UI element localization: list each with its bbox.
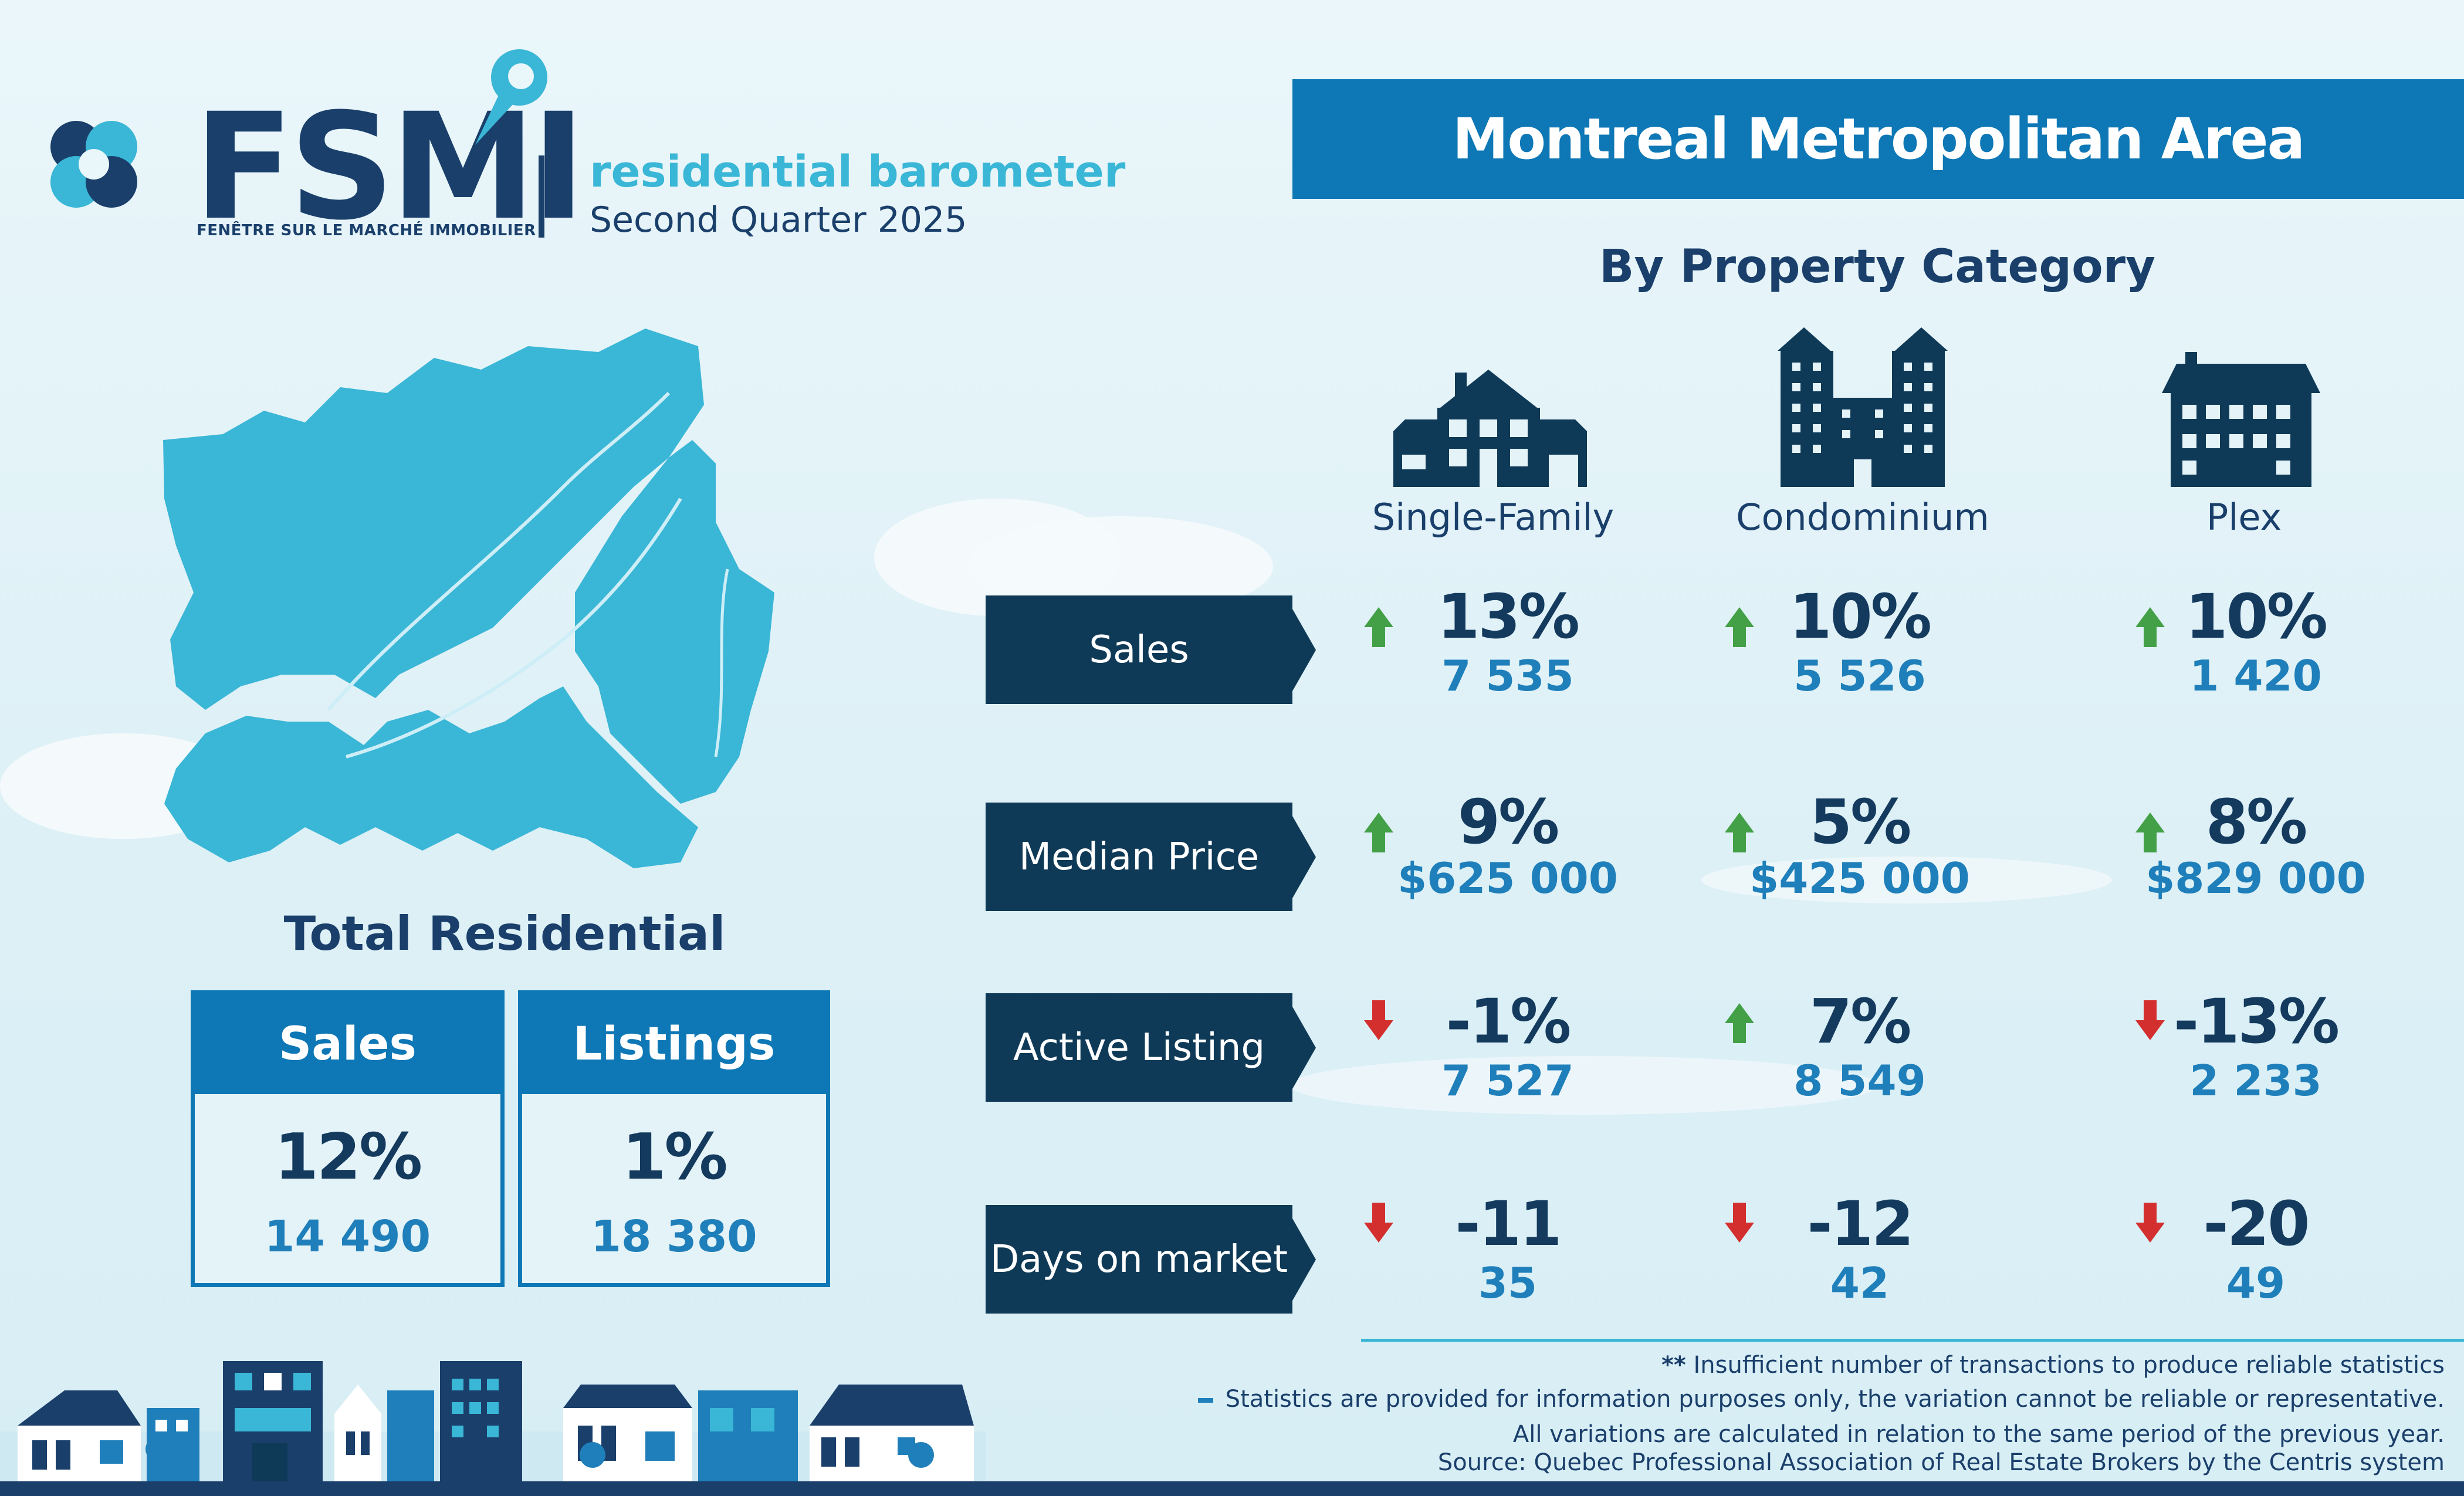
row-label-days-on-market: Days on market <box>986 1205 1292 1314</box>
arrow-up-icon <box>1364 813 1393 852</box>
cloud <box>1701 857 2112 903</box>
stat-value: 7 527 <box>1441 1056 1574 1105</box>
period-label: Second Quarter 2025 <box>590 199 967 241</box>
stat-value: 5 526 <box>1793 651 1926 700</box>
arrow-down-icon <box>2135 1203 2165 1243</box>
stat-value: 42 <box>1830 1258 1890 1308</box>
city-skyline-icon <box>0 1361 986 1484</box>
region-banner: Montreal Metropolitan Area <box>1292 79 2464 199</box>
arrow-up-icon <box>1725 1003 1754 1043</box>
location-pin-icon <box>475 49 547 145</box>
pct-change: -20 <box>2203 1188 2310 1260</box>
arrow-down-icon <box>2135 1000 2165 1040</box>
arrow-down-icon <box>1725 1203 1754 1243</box>
total-listings-header: Listings <box>522 994 826 1094</box>
row-label-median-price: Median Price <box>986 803 1292 911</box>
arrow-up-icon <box>2135 813 2165 852</box>
footer-divider <box>1361 1339 2464 1342</box>
header-divider <box>539 155 544 238</box>
stat-value: 8 549 <box>1793 1056 1926 1105</box>
region-map-icon <box>163 329 774 868</box>
cloud <box>1291 1056 1877 1115</box>
logo-wordmark: FSMI <box>194 82 586 252</box>
arrow-up-icon <box>2135 607 2165 647</box>
pct-change: 8% <box>2205 786 2308 858</box>
footnote-info-text: Statistics are provided for information … <box>1225 1386 2445 1413</box>
stat-value: 1 420 <box>2189 651 2322 700</box>
arrow-down-icon <box>1364 1203 1393 1243</box>
pct-change: -11 <box>1455 1188 1562 1260</box>
stat-value: 49 <box>2226 1258 2286 1308</box>
double-asterisk-mark: ** <box>1661 1352 1686 1379</box>
pct-change: -1% <box>1446 986 1572 1057</box>
fsmi-emblem-icon <box>50 121 137 208</box>
total-listings-card: Listings 1% 18 380 <box>518 990 830 1287</box>
total-listings-pct: 1% <box>622 1121 727 1194</box>
footnote-variations: All variations are calculated in relatio… <box>1512 1421 2445 1448</box>
total-sales-pct: 12% <box>274 1121 423 1194</box>
plex-building-icon <box>2162 352 2320 487</box>
category-title: By Property Category <box>1599 241 2155 293</box>
dash-mark-icon <box>1197 1398 1213 1403</box>
category-label-plex: Plex <box>2206 496 2282 539</box>
pct-change: 10% <box>2185 581 2328 652</box>
footnote-insufficient-text: Insufficient number of transactions to p… <box>1693 1352 2445 1379</box>
pct-change: 9% <box>1457 786 1560 858</box>
pct-change: -13% <box>2173 986 2340 1057</box>
logo-subtitle: FENÊTRE SUR LE MARCHÉ IMMOBILIER <box>197 222 536 239</box>
total-sales-header: Sales <box>195 994 500 1094</box>
total-listings-value: 18 380 <box>591 1211 757 1262</box>
pct-change: 10% <box>1789 581 1932 652</box>
stat-value: 2 233 <box>2189 1056 2322 1105</box>
row-pointer <box>1292 609 1316 691</box>
bottom-bar <box>0 1481 2464 1496</box>
total-sales-card: Sales 12% 14 490 <box>191 990 505 1287</box>
stat-value: $425 000 <box>1749 854 1970 903</box>
arrow-up-icon <box>1725 607 1754 647</box>
row-pointer <box>1292 1007 1316 1089</box>
arrow-up-icon <box>1725 813 1754 852</box>
pct-change: 7% <box>1809 986 1912 1057</box>
stat-value: 7 535 <box>1441 651 1574 700</box>
category-label-single-family: Single-Family <box>1372 496 1615 539</box>
pct-change: -12 <box>1807 1188 1914 1260</box>
row-label-sales: Sales <box>986 595 1292 704</box>
row-pointer <box>1292 816 1316 898</box>
arrow-down-icon <box>1364 1000 1393 1040</box>
total-residential-title: Total Residential <box>283 906 726 961</box>
condominium-building-icon <box>1778 327 1948 487</box>
footnote-info: Statistics are provided for information … <box>1197 1386 2445 1413</box>
row-pointer <box>1292 1219 1316 1301</box>
row-label-active-listing: Active Listing <box>986 993 1292 1102</box>
stat-value: $625 000 <box>1397 854 1618 903</box>
footnote-source: Source: Quebec Professional Association … <box>1437 1449 2445 1476</box>
single-family-house-icon <box>1393 370 1587 487</box>
arrow-up-icon <box>1364 607 1393 647</box>
pct-change: 13% <box>1437 581 1580 652</box>
stat-value: 35 <box>1478 1258 1538 1308</box>
category-label-condominium: Condominium <box>1736 496 1989 539</box>
total-sales-value: 14 490 <box>264 1211 431 1262</box>
pct-change: 5% <box>1809 786 1912 858</box>
barometer-title: residential barometer <box>590 147 1126 197</box>
stat-value: $829 000 <box>2145 854 2366 903</box>
footnote-insufficient: ** Insufficient number of transactions t… <box>1661 1352 2445 1379</box>
